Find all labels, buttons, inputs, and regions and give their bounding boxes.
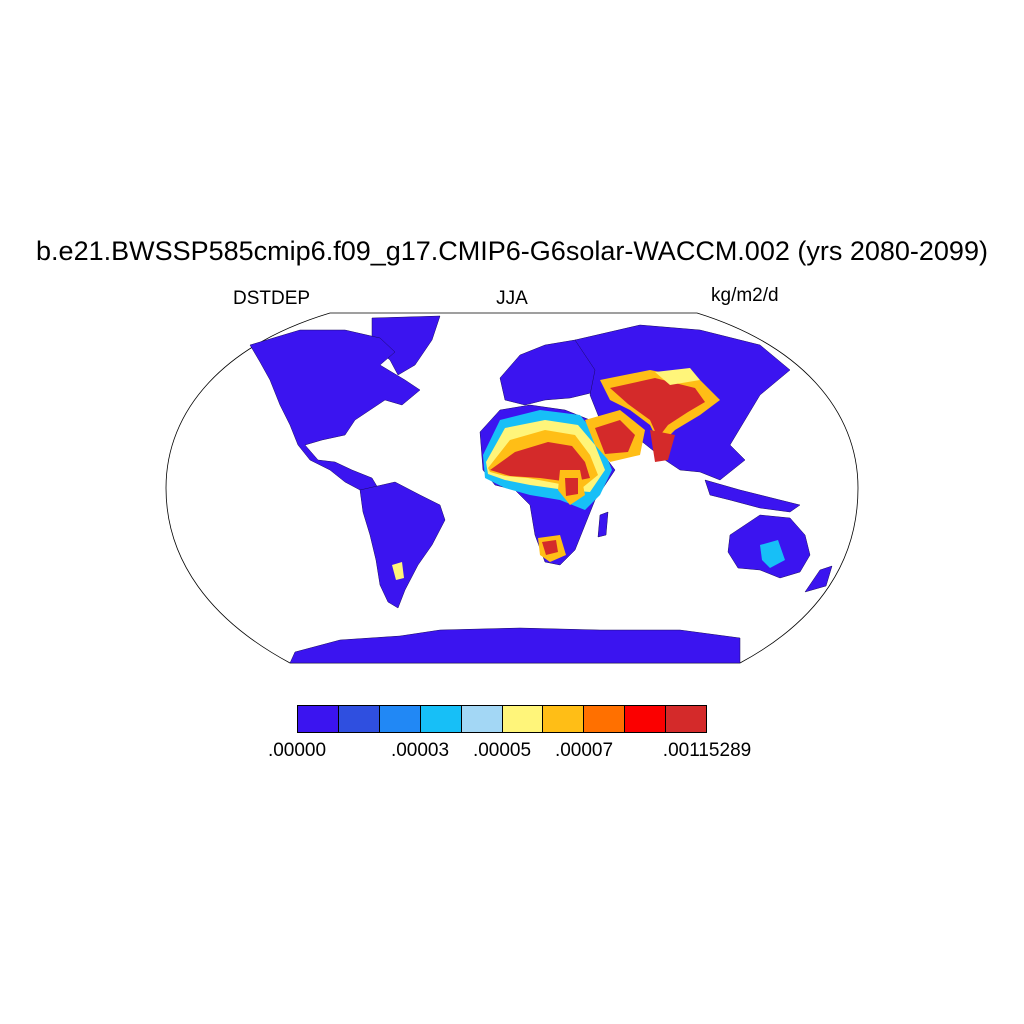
units-label: kg/m2/d: [711, 285, 779, 306]
north-america: [249, 329, 421, 491]
season-label: JJA: [496, 288, 528, 309]
colorbar-box: [666, 706, 707, 732]
colorbar-box: [502, 706, 544, 732]
colorbar-label: .00003: [390, 740, 450, 761]
se-asia-islands: [704, 479, 801, 513]
south-america: [359, 481, 446, 609]
plot-title: b.e21.BWSSP585cmip6.f09_g17.CMIP6-G6sola…: [36, 236, 988, 266]
colorbar-box: [625, 706, 667, 732]
colorbar-box: [338, 706, 380, 732]
colorbar-label: .00115289: [662, 740, 752, 761]
antarctica: [289, 627, 741, 664]
dust-field: [392, 368, 785, 580]
new-zealand: [804, 565, 833, 593]
colorbar-box: [379, 706, 421, 732]
colorbar-box: [584, 706, 626, 732]
colorbar-box: [298, 706, 339, 732]
variable-name: DSTDEP: [233, 288, 311, 309]
colorbar-label: .00007: [554, 740, 614, 761]
colorbar-label: .00005: [472, 740, 532, 761]
colorbar-box: [461, 706, 503, 732]
colorbar-label: .00000: [267, 740, 327, 761]
colorbar-box: [543, 706, 585, 732]
colorbar-box: [420, 706, 462, 732]
madagascar: [597, 511, 609, 538]
colorbar: [297, 705, 707, 733]
